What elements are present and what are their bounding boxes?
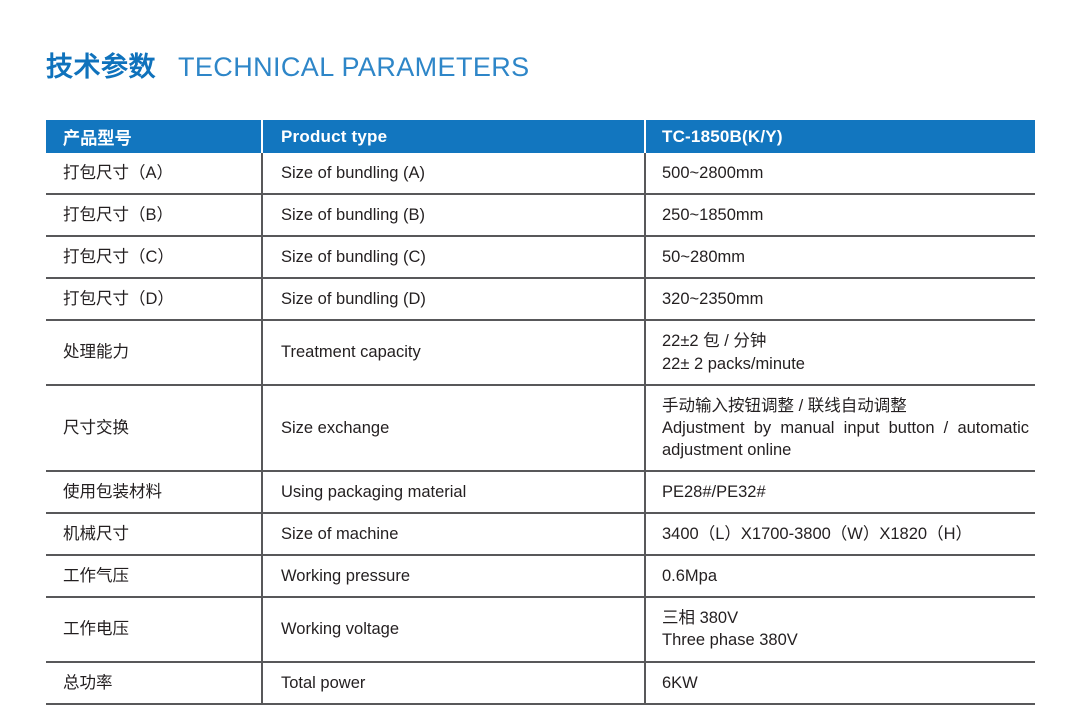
- row-label-en: Using packaging material: [261, 470, 645, 514]
- row-label-en: Size of machine: [261, 513, 645, 556]
- row-value-line: 22±2 包 / 分钟: [662, 332, 767, 351]
- row-value: PE28#/PE32#: [644, 470, 1035, 514]
- row-label-en: Size exchange: [261, 384, 645, 471]
- row-value: 320~2350mm: [644, 278, 1035, 321]
- page-title-english: TECHNICAL PARAMETERS: [178, 52, 530, 82]
- page-title: 技术参数 TECHNICAL PARAMETERS: [46, 54, 530, 81]
- row-label-cn: 使用包装材料: [63, 482, 162, 501]
- specifications-table: 产品型号 Product type TC-1850B(K/Y) 打包尺寸（A） …: [46, 120, 1035, 705]
- row-label-cn: 总功率: [63, 673, 113, 692]
- table-row: 打包尺寸（B） Size of bundling (B) 250~1850mm: [46, 194, 1035, 237]
- row-value: 手动输入按钮调整 / 联线自动调整 Adjustment by manual i…: [644, 384, 1035, 471]
- table-row: 使用包装材料 Using packaging material PE28#/PE…: [46, 470, 1035, 514]
- row-value: 50~280mm: [644, 236, 1035, 279]
- row-value-line: 三相 380V: [662, 609, 739, 628]
- row-value: 三相 380V Three phase 380V: [644, 597, 1035, 662]
- row-value-line: 3400（L）X1700-3800（W）X1820（H）: [662, 525, 972, 544]
- table-body: 打包尺寸（A） Size of bundling (A) 500~2800mm …: [46, 153, 1035, 704]
- row-value-line: 22± 2 packs/minute: [662, 354, 805, 373]
- row-label-en: Treatment capacity: [261, 320, 645, 385]
- row-value-line: 0.6Mpa: [662, 567, 718, 586]
- table-header-row: 产品型号 Product type TC-1850B(K/Y): [46, 120, 1035, 153]
- table-row: 工作气压 Working pressure 0.6Mpa: [46, 555, 1035, 598]
- row-label-en: Size of bundling (B): [261, 194, 645, 237]
- table-row: 打包尺寸（D） Size of bundling (D) 320~2350mm: [46, 278, 1035, 321]
- row-value-line: 6KW: [662, 673, 698, 692]
- row-label-cn: 机械尺寸: [63, 525, 129, 544]
- table-row: 打包尺寸（C） Size of bundling (C) 50~280mm: [46, 236, 1035, 279]
- row-label-en: Working pressure: [261, 555, 645, 598]
- row-label-cn: 打包尺寸（A）: [63, 164, 174, 182]
- row-value-line: 320~2350mm: [662, 290, 764, 309]
- row-label-en: Size of bundling (D): [261, 278, 645, 321]
- table-row: 总功率 Total power 6KW: [46, 661, 1035, 704]
- row-label-en: Total power: [261, 661, 645, 704]
- row-value-line: Adjustment by manual input button / auto…: [662, 418, 1029, 459]
- page-title-chinese: 技术参数: [46, 52, 156, 82]
- header-cell-product-model-cn: 产品型号: [46, 120, 262, 153]
- row-value-line: 50~280mm: [662, 248, 746, 267]
- row-label-en: Working voltage: [261, 597, 645, 662]
- row-value: 500~2800mm: [644, 153, 1035, 195]
- row-value: 6KW: [644, 661, 1035, 704]
- row-value: 3400（L）X1700-3800（W）X1820（H）: [644, 513, 1035, 556]
- row-label-cn: 尺寸交换: [63, 418, 129, 437]
- table-row: 尺寸交换 Size exchange 手动输入按钮调整 / 联线自动调整 Adj…: [46, 384, 1035, 471]
- row-value-line: Three phase 380V: [662, 631, 798, 650]
- row-label-cn: 打包尺寸（B）: [63, 206, 174, 225]
- row-value: 250~1850mm: [644, 194, 1035, 237]
- table-row: 打包尺寸（A） Size of bundling (A) 500~2800mm: [46, 153, 1035, 195]
- row-value: 22±2 包 / 分钟 22± 2 packs/minute: [644, 320, 1035, 385]
- row-label-cn: 工作气压: [63, 567, 129, 586]
- row-value-line: 500~2800mm: [662, 164, 764, 182]
- row-label-cn: 处理能力: [63, 343, 129, 362]
- row-label-cn: 打包尺寸（D）: [63, 290, 174, 309]
- header-cell-model-number: TC-1850B(K/Y): [644, 120, 1035, 153]
- table-row: 机械尺寸 Size of machine 3400（L）X1700-3800（W…: [46, 513, 1035, 556]
- table-row: 工作电压 Working voltage 三相 380V Three phase…: [46, 597, 1035, 662]
- row-value-line: 250~1850mm: [662, 206, 764, 225]
- row-value-line: 手动输入按钮调整 / 联线自动调整: [662, 396, 907, 415]
- row-label-en: Size of bundling (A): [261, 153, 645, 195]
- row-value: 0.6Mpa: [644, 555, 1035, 598]
- row-label-en: Size of bundling (C): [261, 236, 645, 279]
- header-cell-product-type-en: Product type: [261, 120, 645, 153]
- row-value-line: PE28#/PE32#: [662, 482, 766, 501]
- table-row: 处理能力 Treatment capacity 22±2 包 / 分钟 22± …: [46, 320, 1035, 385]
- row-label-cn: 打包尺寸（C）: [63, 248, 174, 267]
- row-label-cn: 工作电压: [63, 620, 129, 639]
